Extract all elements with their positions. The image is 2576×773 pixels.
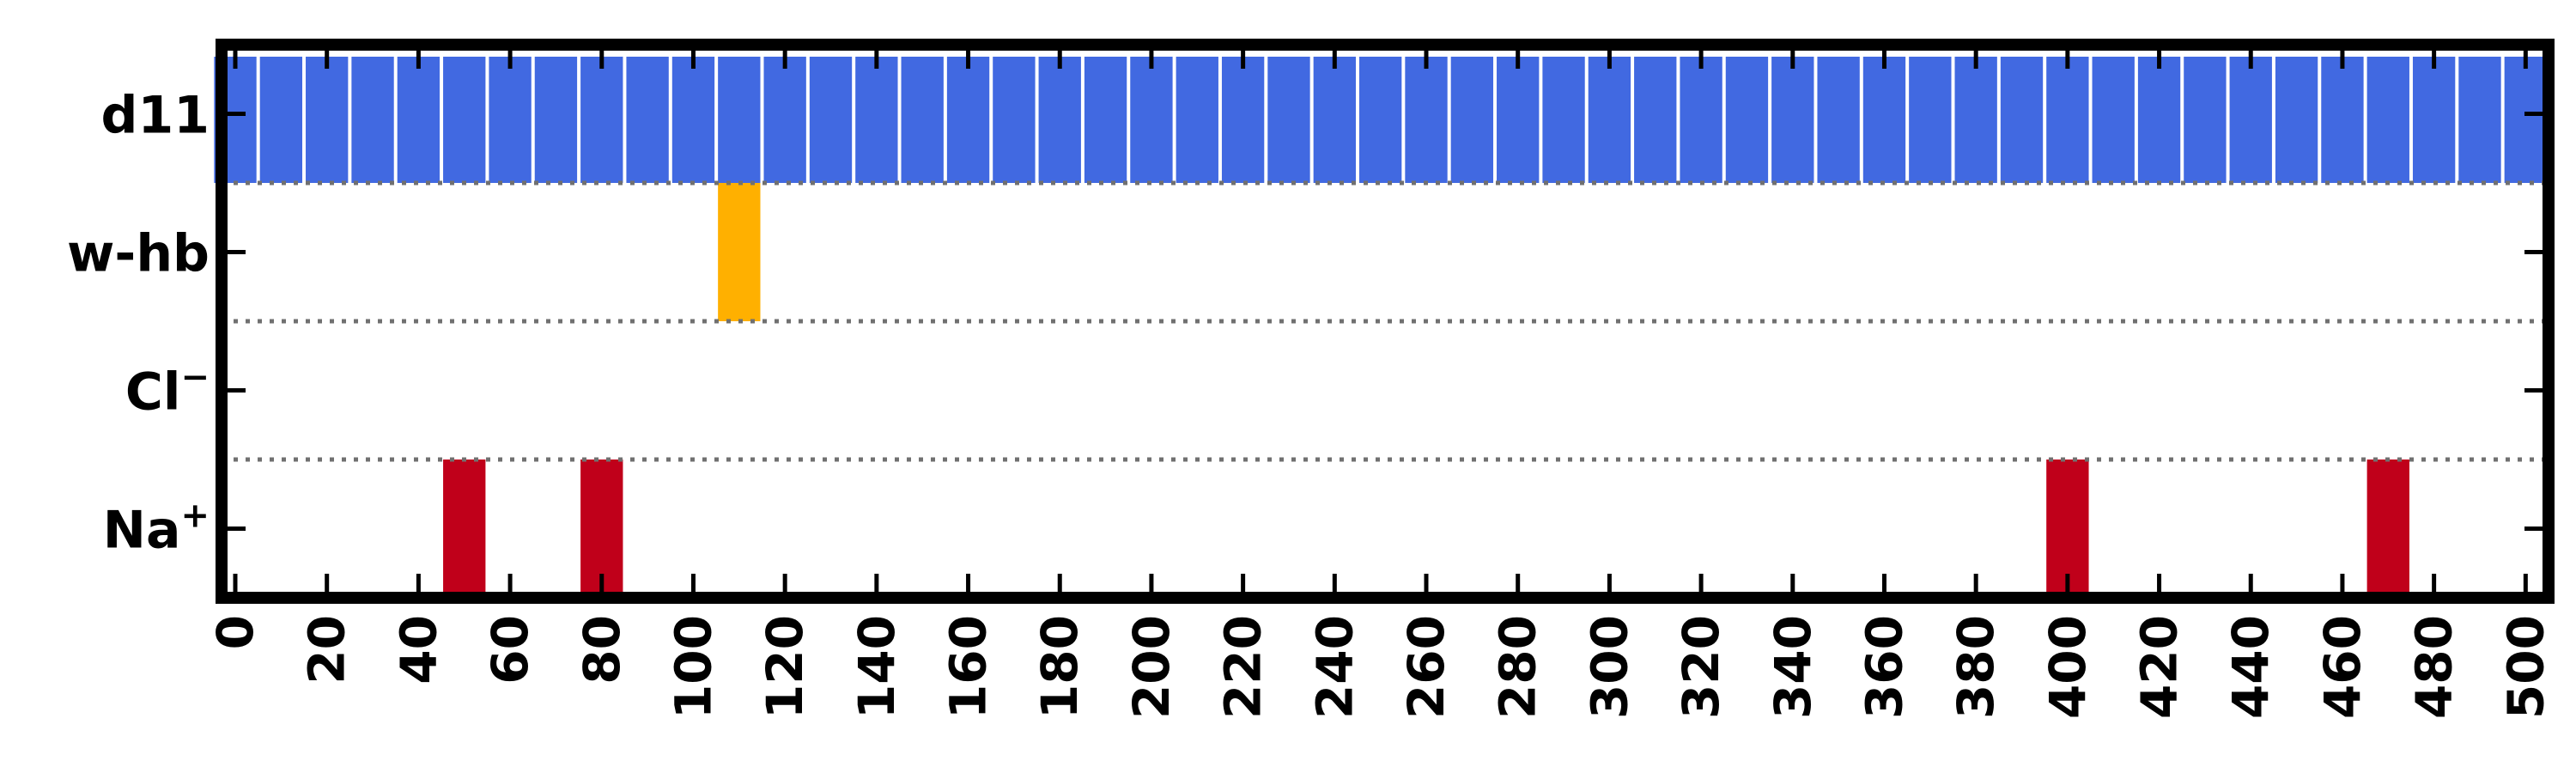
bar-d11-330 <box>1725 57 1769 183</box>
bar-d11-60 <box>489 57 532 183</box>
x-tick-label: 460 <box>2313 615 2372 719</box>
x-tick-label: 400 <box>2038 615 2097 719</box>
bar-d11-500 <box>2504 57 2547 183</box>
bar-d11-490 <box>2458 57 2501 183</box>
x-tick-label: 240 <box>1305 615 1364 719</box>
x-tick-label: 260 <box>1397 615 1455 719</box>
bar-d11-390 <box>2000 57 2044 183</box>
bar-d11-410 <box>2092 57 2135 183</box>
x-tick-label: 100 <box>664 615 722 719</box>
bar-d11-480 <box>2412 57 2456 183</box>
bar-d11-100 <box>671 57 715 183</box>
bar-d11-350 <box>1817 57 1860 183</box>
y-tick-label: w-hb <box>67 224 210 284</box>
bar-d11-430 <box>2184 57 2227 183</box>
x-tick-label: 340 <box>1764 615 1822 719</box>
bar-d11-70 <box>534 57 578 183</box>
bar-d11-280 <box>1497 57 1540 183</box>
bar-d11-340 <box>1771 57 1814 183</box>
bar-d11-440 <box>2229 57 2272 183</box>
x-tick-label: 380 <box>1947 615 2005 719</box>
x-tick-label: 360 <box>1855 615 1913 719</box>
bar-d11-50 <box>443 57 486 183</box>
bar-w-hb-110 <box>718 183 761 321</box>
bar-d11-160 <box>946 57 990 183</box>
bar-na-50 <box>443 460 486 598</box>
bar-d11-320 <box>1680 57 1722 183</box>
bar-d11-30 <box>351 57 394 183</box>
y-tick-label: Cl− <box>125 358 210 423</box>
x-tick-label: 220 <box>1214 615 1273 719</box>
x-axis: 0 20 40 60 80 100 120 140 160 180 200 220 240 260 280 3… <box>206 45 2555 719</box>
bar-d11-10 <box>259 57 303 183</box>
x-tick-label: 120 <box>756 615 814 719</box>
row-separators <box>222 180 2549 462</box>
x-tick-label: 320 <box>1672 615 1730 719</box>
bar-d11-90 <box>626 57 669 183</box>
bar-d11-130 <box>809 57 853 183</box>
bar-d11-270 <box>1450 57 1494 183</box>
bar-d11-190 <box>1084 57 1127 183</box>
bar-d11-140 <box>855 57 898 183</box>
bar-d11-220 <box>1221 57 1265 183</box>
x-tick-label: 140 <box>848 615 906 719</box>
y-tick-label: d11 <box>101 86 210 146</box>
x-tick-label: 0 <box>206 615 264 649</box>
bar-d11-290 <box>1542 57 1585 183</box>
x-tick-label: 20 <box>298 615 356 685</box>
bar-d11-260 <box>1405 57 1448 183</box>
bar-d11-210 <box>1176 57 1218 183</box>
x-tick-label: 420 <box>2130 615 2189 719</box>
bar-d11-310 <box>1634 57 1677 183</box>
bar-d11-420 <box>2137 57 2181 183</box>
bar-d11-120 <box>763 57 806 183</box>
x-tick-label: 40 <box>389 615 447 685</box>
x-tick-label: 160 <box>939 615 998 719</box>
x-tick-label: 80 <box>573 615 631 685</box>
bar-d11-80 <box>580 57 623 183</box>
bar-d11-400 <box>2046 57 2089 183</box>
bar-d11-450 <box>2275 57 2318 183</box>
x-tick-label: 300 <box>1580 615 1638 719</box>
plot-area <box>214 57 2547 598</box>
y-tick-label: Na+ <box>103 496 210 561</box>
x-tick-label: 480 <box>2405 615 2464 719</box>
bar-d11-170 <box>993 57 1036 183</box>
bar-d11-110 <box>718 57 761 183</box>
bar-d11-40 <box>397 57 440 183</box>
x-tick-label: 440 <box>2221 615 2280 719</box>
bar-d11-300 <box>1588 57 1631 183</box>
bar-d11-370 <box>1909 57 1952 183</box>
x-tick-label: 180 <box>1030 615 1089 719</box>
bar-d11-180 <box>1038 57 1081 183</box>
bar-d11-240 <box>1313 57 1356 183</box>
x-tick-label: 280 <box>1489 615 1547 719</box>
bar-na-470 <box>2366 460 2409 598</box>
bar-d11-250 <box>1358 57 1402 183</box>
bar-d11-470 <box>2366 57 2409 183</box>
bar-d11-380 <box>1954 57 1997 183</box>
bar-d11-150 <box>901 57 944 183</box>
x-tick-label: 500 <box>2496 615 2555 719</box>
bar-d11-460 <box>2321 57 2364 183</box>
bar-d11-200 <box>1130 57 1173 183</box>
x-tick-label: 200 <box>1122 615 1181 719</box>
bar-d11-360 <box>1862 57 1906 183</box>
bar-d11-230 <box>1267 57 1310 183</box>
bar-d11-20 <box>306 57 349 183</box>
plot-frame <box>216 39 2555 604</box>
x-tick-label: 60 <box>481 615 539 685</box>
